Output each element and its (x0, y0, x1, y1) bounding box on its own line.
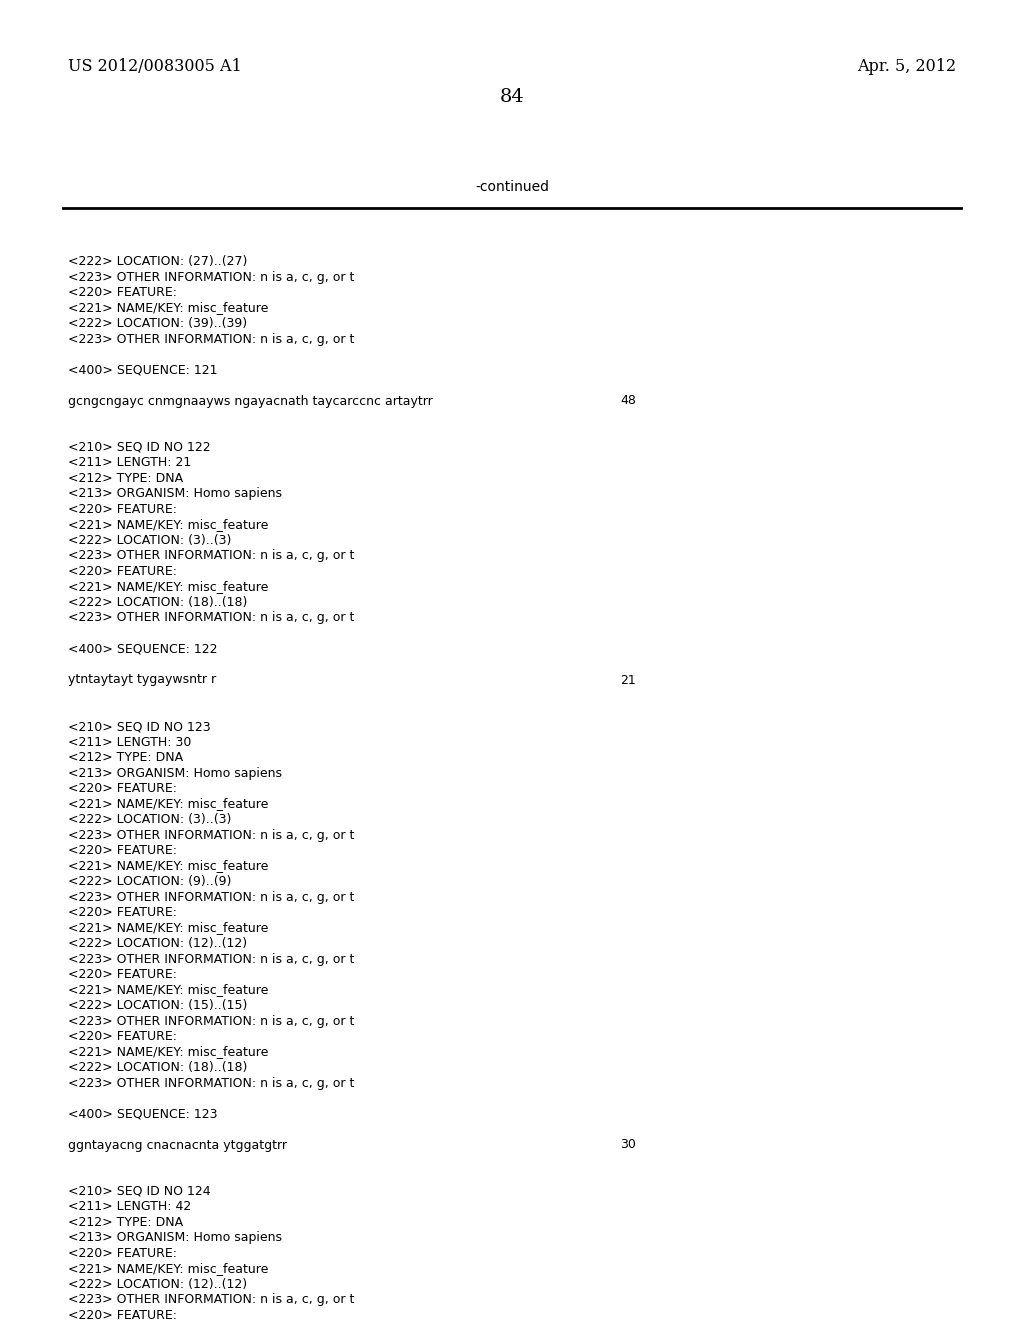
Text: Apr. 5, 2012: Apr. 5, 2012 (857, 58, 956, 75)
Text: <223> OTHER INFORMATION: n is a, c, g, or t: <223> OTHER INFORMATION: n is a, c, g, o… (68, 611, 354, 624)
Text: <222> LOCATION: (27)..(27): <222> LOCATION: (27)..(27) (68, 255, 248, 268)
Text: <210> SEQ ID NO 124: <210> SEQ ID NO 124 (68, 1185, 211, 1199)
Text: <222> LOCATION: (18)..(18): <222> LOCATION: (18)..(18) (68, 597, 248, 609)
Text: <222> LOCATION: (9)..(9): <222> LOCATION: (9)..(9) (68, 875, 231, 888)
Text: ytntaytayt tygaywsntr r: ytntaytayt tygaywsntr r (68, 673, 216, 686)
Text: <400> SEQUENCE: 121: <400> SEQUENCE: 121 (68, 363, 217, 376)
Text: <221> NAME/KEY: misc_feature: <221> NAME/KEY: misc_feature (68, 983, 268, 997)
Text: <221> NAME/KEY: misc_feature: <221> NAME/KEY: misc_feature (68, 859, 268, 873)
Text: <223> OTHER INFORMATION: n is a, c, g, or t: <223> OTHER INFORMATION: n is a, c, g, o… (68, 271, 354, 284)
Text: <220> FEATURE:: <220> FEATURE: (68, 565, 177, 578)
Text: <222> LOCATION: (3)..(3): <222> LOCATION: (3)..(3) (68, 535, 231, 546)
Text: US 2012/0083005 A1: US 2012/0083005 A1 (68, 58, 242, 75)
Text: <210> SEQ ID NO 122: <210> SEQ ID NO 122 (68, 441, 211, 454)
Text: <222> LOCATION: (39)..(39): <222> LOCATION: (39)..(39) (68, 317, 247, 330)
Text: <221> NAME/KEY: misc_feature: <221> NAME/KEY: misc_feature (68, 519, 268, 532)
Text: <222> LOCATION: (15)..(15): <222> LOCATION: (15)..(15) (68, 999, 248, 1012)
Text: 30: 30 (620, 1138, 636, 1151)
Text: <213> ORGANISM: Homo sapiens: <213> ORGANISM: Homo sapiens (68, 1232, 282, 1245)
Text: <223> OTHER INFORMATION: n is a, c, g, or t: <223> OTHER INFORMATION: n is a, c, g, o… (68, 829, 354, 842)
Text: <223> OTHER INFORMATION: n is a, c, g, or t: <223> OTHER INFORMATION: n is a, c, g, o… (68, 953, 354, 965)
Text: <220> FEATURE:: <220> FEATURE: (68, 843, 177, 857)
Text: -continued: -continued (475, 180, 549, 194)
Text: <220> FEATURE:: <220> FEATURE: (68, 503, 177, 516)
Text: <221> NAME/KEY: misc_feature: <221> NAME/KEY: misc_feature (68, 301, 268, 314)
Text: <222> LOCATION: (18)..(18): <222> LOCATION: (18)..(18) (68, 1061, 248, 1074)
Text: <223> OTHER INFORMATION: n is a, c, g, or t: <223> OTHER INFORMATION: n is a, c, g, o… (68, 549, 354, 562)
Text: <223> OTHER INFORMATION: n is a, c, g, or t: <223> OTHER INFORMATION: n is a, c, g, o… (68, 1077, 354, 1089)
Text: <212> TYPE: DNA: <212> TYPE: DNA (68, 1216, 183, 1229)
Text: 48: 48 (620, 395, 636, 408)
Text: <221> NAME/KEY: misc_feature: <221> NAME/KEY: misc_feature (68, 1262, 268, 1275)
Text: <221> NAME/KEY: misc_feature: <221> NAME/KEY: misc_feature (68, 797, 268, 810)
Text: ggntayacng cnacnacnta ytggatgtrr: ggntayacng cnacnacnta ytggatgtrr (68, 1138, 287, 1151)
Text: <223> OTHER INFORMATION: n is a, c, g, or t: <223> OTHER INFORMATION: n is a, c, g, o… (68, 891, 354, 903)
Text: <222> LOCATION: (3)..(3): <222> LOCATION: (3)..(3) (68, 813, 231, 826)
Text: <221> NAME/KEY: misc_feature: <221> NAME/KEY: misc_feature (68, 581, 268, 594)
Text: <211> LENGTH: 30: <211> LENGTH: 30 (68, 735, 191, 748)
Text: <220> FEATURE:: <220> FEATURE: (68, 1247, 177, 1261)
Text: <212> TYPE: DNA: <212> TYPE: DNA (68, 473, 183, 484)
Text: <210> SEQ ID NO 123: <210> SEQ ID NO 123 (68, 719, 211, 733)
Text: 84: 84 (500, 88, 524, 106)
Text: <220> FEATURE:: <220> FEATURE: (68, 906, 177, 919)
Text: <220> FEATURE:: <220> FEATURE: (68, 1309, 177, 1320)
Text: <211> LENGTH: 42: <211> LENGTH: 42 (68, 1200, 191, 1213)
Text: <222> LOCATION: (12)..(12): <222> LOCATION: (12)..(12) (68, 1278, 247, 1291)
Text: gcngcngayc cnmgnaayws ngayacnath taycarccnc artaytrr: gcngcngayc cnmgnaayws ngayacnath taycarc… (68, 395, 433, 408)
Text: <220> FEATURE:: <220> FEATURE: (68, 286, 177, 300)
Text: <222> LOCATION: (12)..(12): <222> LOCATION: (12)..(12) (68, 937, 247, 950)
Text: <223> OTHER INFORMATION: n is a, c, g, or t: <223> OTHER INFORMATION: n is a, c, g, o… (68, 1015, 354, 1027)
Text: <220> FEATURE:: <220> FEATURE: (68, 968, 177, 981)
Text: <220> FEATURE:: <220> FEATURE: (68, 1030, 177, 1043)
Text: <221> NAME/KEY: misc_feature: <221> NAME/KEY: misc_feature (68, 1045, 268, 1059)
Text: <400> SEQUENCE: 122: <400> SEQUENCE: 122 (68, 643, 217, 656)
Text: <223> OTHER INFORMATION: n is a, c, g, or t: <223> OTHER INFORMATION: n is a, c, g, o… (68, 333, 354, 346)
Text: 21: 21 (620, 673, 636, 686)
Text: <211> LENGTH: 21: <211> LENGTH: 21 (68, 457, 191, 470)
Text: <220> FEATURE:: <220> FEATURE: (68, 781, 177, 795)
Text: <212> TYPE: DNA: <212> TYPE: DNA (68, 751, 183, 764)
Text: <221> NAME/KEY: misc_feature: <221> NAME/KEY: misc_feature (68, 921, 268, 935)
Text: <223> OTHER INFORMATION: n is a, c, g, or t: <223> OTHER INFORMATION: n is a, c, g, o… (68, 1294, 354, 1307)
Text: <213> ORGANISM: Homo sapiens: <213> ORGANISM: Homo sapiens (68, 767, 282, 780)
Text: <400> SEQUENCE: 123: <400> SEQUENCE: 123 (68, 1107, 217, 1121)
Text: <213> ORGANISM: Homo sapiens: <213> ORGANISM: Homo sapiens (68, 487, 282, 500)
